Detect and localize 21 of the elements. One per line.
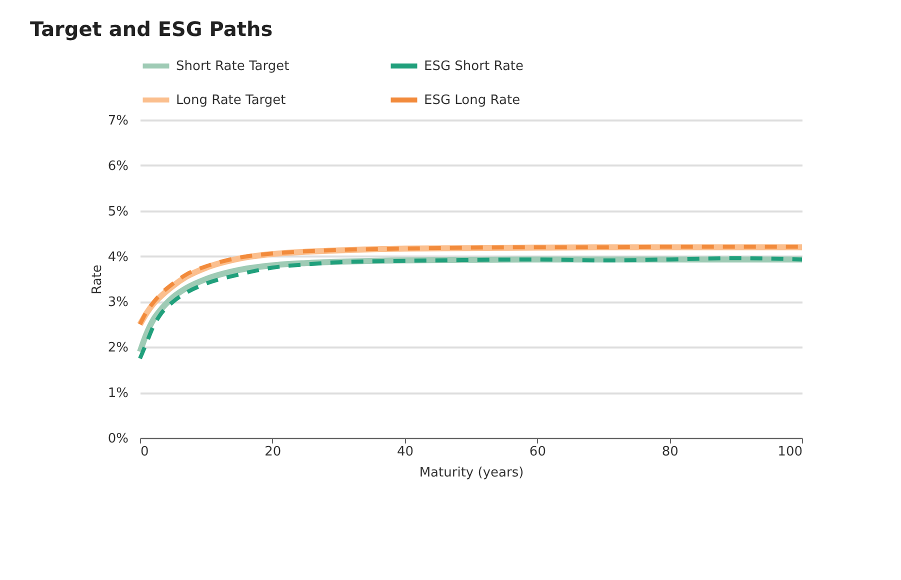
legend-label: ESG Short Rate [424, 59, 524, 74]
chart-title: Target and ESG Paths [30, 17, 273, 41]
y-tick-label: 6% [108, 158, 128, 174]
y-tick-label: 4% [108, 250, 128, 265]
y-tick-label: 0% [108, 432, 128, 446]
y-tick-label: 5% [108, 204, 128, 220]
x-tick-label: 80 [662, 444, 678, 460]
legend-label: Long Rate Target [176, 93, 286, 108]
legend-label: Short Rate Target [176, 59, 290, 74]
y-axis-title: Rate [90, 264, 105, 294]
y-tick-label: 7% [108, 114, 128, 128]
x-tick-label: 60 [529, 444, 546, 460]
x-tick-label: 20 [264, 444, 282, 460]
x-tick-label: 40 [397, 444, 414, 460]
x-tick-label: 0 [140, 444, 149, 460]
y-tick-label: 1% [108, 386, 128, 402]
x-tick-label: 100 [778, 444, 802, 460]
y-tick-label: 2% [108, 340, 128, 356]
x-axis-title: Maturity (years) [419, 466, 524, 480]
legend-label: ESG Long Rate [424, 93, 520, 108]
y-tick-label: 3% [108, 295, 128, 310]
